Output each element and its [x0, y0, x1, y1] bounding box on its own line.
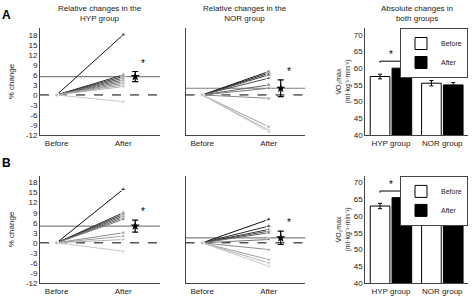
svg-text:12: 12	[28, 51, 37, 60]
svg-text:After: After	[115, 287, 132, 296]
svg-text:After: After	[260, 139, 277, 148]
svg-text:3: 3	[33, 229, 38, 238]
svg-text:*: *	[287, 217, 291, 228]
svg-text:Absolute changes inboth groups: Absolute changes inboth groups	[381, 4, 453, 23]
svg-text:18: 18	[28, 30, 37, 39]
svg-text:*: *	[389, 179, 393, 190]
svg-text:*: *	[287, 66, 291, 77]
svg-text:A: A	[2, 8, 11, 22]
svg-text:60: 60	[354, 212, 363, 221]
svg-text:0: 0	[33, 91, 38, 100]
svg-text:V̇O₂max(ml·kg⁻¹·min⁻¹): V̇O₂max(ml·kg⁻¹·min⁻¹)	[335, 60, 352, 104]
svg-text:70: 70	[354, 178, 363, 187]
svg-text:*: *	[141, 58, 145, 69]
svg-text:65: 65	[354, 47, 363, 56]
svg-text:NOR group: NOR group	[422, 139, 463, 148]
svg-text:50: 50	[354, 245, 363, 254]
svg-text:45: 45	[354, 262, 363, 271]
svg-text:-12: -12	[26, 131, 38, 140]
svg-text:After: After	[441, 207, 456, 214]
svg-text:Before: Before	[190, 139, 214, 148]
svg-text:3: 3	[33, 81, 38, 90]
svg-text:6: 6	[33, 71, 38, 80]
svg-text:V̇O₂max(ml·kg⁻¹·min⁻¹): V̇O₂max(ml·kg⁻¹·min⁻¹)	[335, 207, 352, 251]
svg-text:Relative changes in theNOR gro: Relative changes in theNOR group	[203, 4, 287, 23]
svg-text:After: After	[115, 139, 132, 148]
svg-text:40: 40	[354, 279, 363, 288]
svg-text:HYP group: HYP group	[371, 139, 411, 148]
svg-text:Before: Before	[441, 40, 462, 47]
svg-text:-9: -9	[30, 269, 38, 278]
svg-text:-3: -3	[30, 249, 38, 258]
svg-text:% change: % change	[7, 63, 16, 99]
svg-text:0: 0	[33, 239, 38, 248]
svg-text:-6: -6	[30, 111, 38, 120]
svg-text:65: 65	[354, 195, 363, 204]
svg-text:Relative changes in theHYP gro: Relative changes in theHYP group	[58, 4, 142, 23]
svg-text:15: 15	[28, 188, 37, 197]
svg-text:*: *	[389, 49, 393, 60]
svg-text:50: 50	[354, 97, 363, 106]
svg-text:Before: Before	[441, 188, 462, 195]
svg-text:After: After	[441, 59, 456, 66]
svg-text:Before: Before	[45, 139, 69, 148]
svg-text:Before: Before	[45, 287, 69, 296]
svg-text:9: 9	[33, 209, 38, 218]
svg-text:After: After	[260, 287, 277, 296]
svg-text:70: 70	[354, 30, 363, 39]
svg-text:6: 6	[33, 219, 38, 228]
svg-text:-12: -12	[26, 279, 38, 288]
svg-text:-6: -6	[30, 259, 38, 268]
svg-text:55: 55	[354, 81, 363, 90]
svg-text:55: 55	[354, 229, 363, 238]
svg-text:18: 18	[28, 178, 37, 187]
svg-text:9: 9	[33, 61, 38, 70]
svg-text:HYP group: HYP group	[371, 287, 411, 296]
svg-text:-9: -9	[30, 121, 38, 130]
svg-text:*: *	[141, 206, 145, 217]
svg-text:B: B	[2, 156, 11, 170]
svg-text:Before: Before	[190, 287, 214, 296]
svg-text:60: 60	[354, 64, 363, 73]
svg-text:15: 15	[28, 41, 37, 50]
svg-text:% change: % change	[7, 211, 16, 247]
svg-text:-3: -3	[30, 101, 38, 110]
svg-text:NOR group: NOR group	[422, 287, 463, 296]
svg-text:45: 45	[354, 114, 363, 123]
svg-text:12: 12	[28, 198, 37, 207]
svg-text:40: 40	[354, 131, 363, 140]
